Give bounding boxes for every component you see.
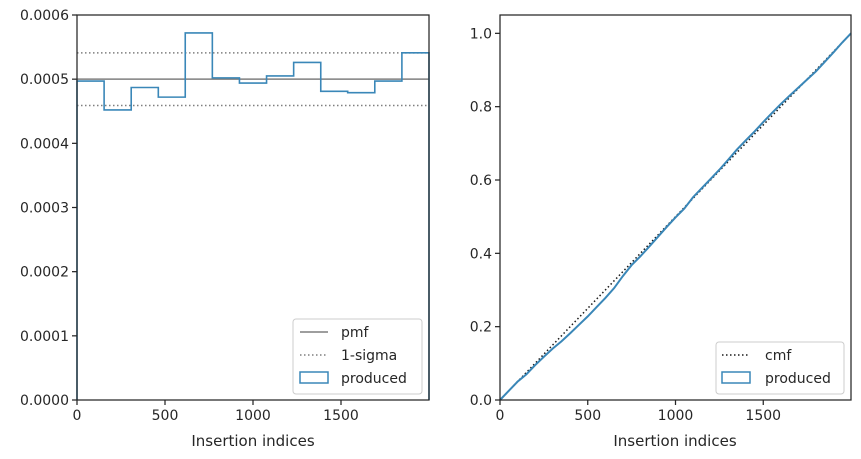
produced-line (499, 32, 852, 401)
legend-produced-swatch (299, 371, 329, 384)
histogram-panel: 0 500 1000 1500 0.0000 0.0001 0.0002 0.0003 0.00… (20, 8, 430, 450)
legend: cmf produced (715, 341, 845, 395)
y-tick-label: 0.0002 (20, 265, 69, 281)
y-tick-label: 0.0003 (20, 201, 69, 217)
cumulative-panel: 0 500 1000 1500 0.0 0.2 0.4 0.6 0.8 1.0 Insertion… (470, 14, 852, 450)
y-tick-label: 0.0000 (20, 393, 69, 409)
legend-box (715, 341, 845, 395)
y-tick-label: 0.6 (470, 173, 492, 189)
x-axis-title: Insertion indices (613, 432, 736, 450)
cmf-line (499, 32, 852, 401)
x-tick-label: 1000 (235, 408, 271, 424)
legend-1sigma-label: 1-sigma (341, 348, 397, 364)
legend-box (292, 318, 423, 395)
y-tick-label: 0.0 (470, 393, 492, 409)
x-axis-title: Insertion indices (191, 432, 314, 450)
y-tick-label: 0.4 (470, 246, 492, 262)
legend-produced-swatch (721, 371, 751, 384)
legend: pmf 1-sigma produced (292, 318, 423, 395)
x-tick-label: 500 (152, 408, 179, 424)
x-tick-label: 1500 (745, 408, 781, 424)
y-tick-label: 0.2 (470, 320, 492, 336)
produced-histogram-step (76, 32, 430, 400)
legend-pmf-label: pmf (341, 325, 370, 341)
x-tick-label: 0 (496, 408, 505, 424)
legend-produced-label: produced (765, 371, 831, 387)
x-tick-label: 500 (574, 408, 601, 424)
x-tick-label: 1500 (323, 408, 359, 424)
y-tick-label: 1.0 (470, 26, 492, 42)
y-tick-label: 0.0004 (20, 136, 69, 152)
legend-cmf-label: cmf (765, 348, 792, 364)
y-tick-label: 0.0005 (20, 72, 69, 88)
y-tick-label: 0.8 (470, 100, 492, 116)
y-tick-label: 0.0006 (20, 8, 69, 24)
legend-produced-label: produced (341, 371, 407, 387)
x-tick-label: 0 (73, 408, 82, 424)
x-tick-label: 1000 (658, 408, 694, 424)
y-tick-label: 0.0001 (20, 329, 69, 345)
